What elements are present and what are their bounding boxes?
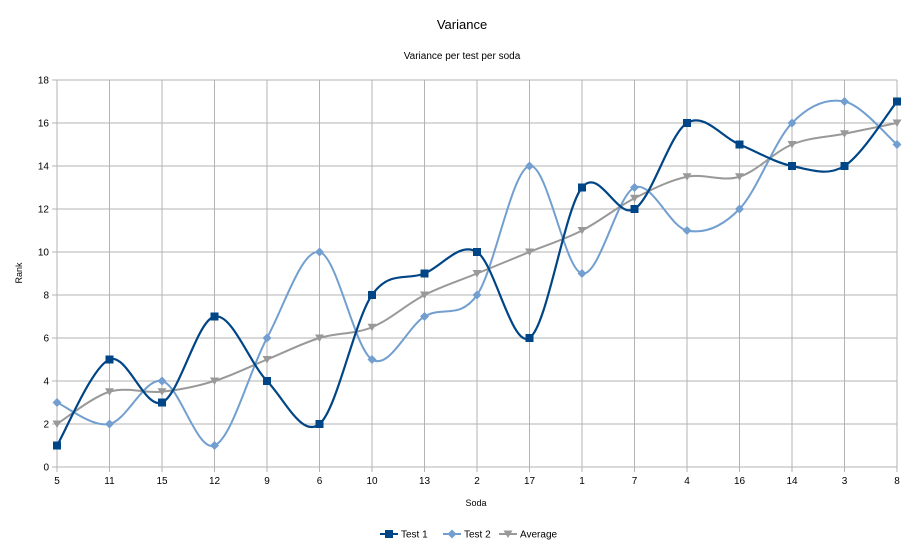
- y-tick-label: 2: [43, 420, 49, 431]
- data-point: [683, 119, 691, 127]
- data-point: [52, 398, 62, 407]
- data-point: [315, 247, 324, 257]
- data-point: [735, 173, 744, 181]
- legend-marker: [447, 529, 457, 539]
- x-tick-label: 14: [786, 476, 798, 487]
- x-tick-label: 17: [524, 476, 536, 487]
- data-point: [367, 323, 377, 332]
- legend-label: Average: [520, 530, 558, 541]
- legend-item-average: Average: [499, 530, 558, 541]
- series-group: [52, 97, 902, 450]
- data-point: [472, 290, 482, 300]
- data-point: [735, 204, 744, 214]
- x-axis-title: Soda: [465, 498, 486, 508]
- x-tick-label: 13: [419, 476, 431, 487]
- legend-label: Test 2: [464, 530, 491, 541]
- y-tick-label: 10: [38, 248, 50, 259]
- x-tick-label: 15: [156, 476, 168, 487]
- data-point: [787, 141, 797, 149]
- data-point: [682, 173, 692, 181]
- data-point: [262, 356, 272, 364]
- data-point: [787, 118, 797, 128]
- x-tick-label: 4: [684, 476, 690, 487]
- data-point: [840, 162, 849, 170]
- data-point: [630, 194, 639, 203]
- y-axis-title: Rank: [14, 262, 24, 284]
- data-point: [892, 119, 902, 127]
- data-point: [577, 227, 587, 235]
- data-point: [105, 419, 114, 429]
- data-point: [420, 269, 429, 278]
- chart-title: Variance: [437, 17, 487, 32]
- chart-legend: Test 1 Test 2 Average: [380, 529, 558, 541]
- x-tick-label: 3: [842, 476, 848, 487]
- data-point: [840, 97, 849, 106]
- data-point: [263, 377, 271, 385]
- data-point: [315, 420, 324, 428]
- data-point: [892, 140, 902, 149]
- data-point: [735, 140, 744, 149]
- data-point: [52, 420, 62, 428]
- data-point: [420, 291, 429, 299]
- data-point: [315, 334, 324, 342]
- legend-label: Test 1: [401, 530, 428, 541]
- x-tick-label: 1: [579, 476, 585, 487]
- data-point: [157, 376, 167, 386]
- x-tick-label: 12: [209, 476, 221, 487]
- legend-marker: [385, 530, 393, 538]
- data-point: [420, 312, 429, 321]
- y-tick-label: 14: [38, 162, 50, 173]
- data-point: [577, 269, 587, 278]
- legend-marker: [503, 530, 513, 538]
- data-point: [210, 441, 219, 450]
- plot-axes: [52, 79, 898, 472]
- chart-subtitle: Variance per test per soda: [404, 51, 521, 62]
- x-tick-label: 16: [734, 476, 746, 487]
- data-point: [158, 398, 166, 407]
- x-tick-label: 11: [104, 476, 115, 487]
- data-point: [682, 226, 692, 235]
- y-tick-label: 18: [38, 76, 50, 87]
- data-point: [525, 334, 534, 342]
- data-point: [840, 130, 849, 138]
- data-point: [630, 205, 639, 213]
- x-tick-label: 7: [632, 476, 638, 487]
- y-tick-label: 12: [38, 205, 50, 216]
- data-point: [473, 248, 481, 256]
- y-tick-label: 8: [43, 291, 49, 302]
- legend-item-test-1: Test 1: [380, 530, 428, 541]
- data-point: [157, 388, 167, 396]
- data-point: [525, 248, 534, 256]
- series-average: [52, 119, 902, 428]
- data-point: [472, 270, 482, 278]
- data-point: [53, 441, 61, 450]
- series-test-1: [53, 97, 901, 450]
- data-point: [105, 355, 114, 364]
- x-tick-label: 8: [894, 476, 900, 487]
- y-tick-label: 0: [43, 463, 49, 474]
- data-point: [368, 291, 376, 299]
- x-tick-label: 6: [317, 476, 323, 487]
- x-tick-label: 9: [264, 476, 270, 487]
- x-tick-label: 10: [366, 476, 378, 487]
- x-tick-label: 2: [474, 476, 480, 487]
- legend-item-test-2: Test 2: [443, 529, 491, 541]
- y-tick-label: 4: [43, 377, 49, 388]
- data-point: [578, 183, 586, 192]
- data-point: [210, 312, 219, 321]
- data-point: [893, 97, 901, 106]
- data-point: [630, 183, 639, 192]
- data-point: [105, 388, 114, 396]
- y-tick-label: 6: [43, 334, 49, 345]
- data-point: [210, 377, 219, 385]
- data-point: [262, 333, 272, 343]
- y-tick-label: 16: [38, 119, 50, 130]
- data-point: [367, 355, 377, 364]
- series-test-2: [52, 97, 902, 450]
- data-point: [525, 161, 534, 171]
- x-tick-label: 5: [54, 476, 60, 487]
- data-point: [788, 162, 796, 170]
